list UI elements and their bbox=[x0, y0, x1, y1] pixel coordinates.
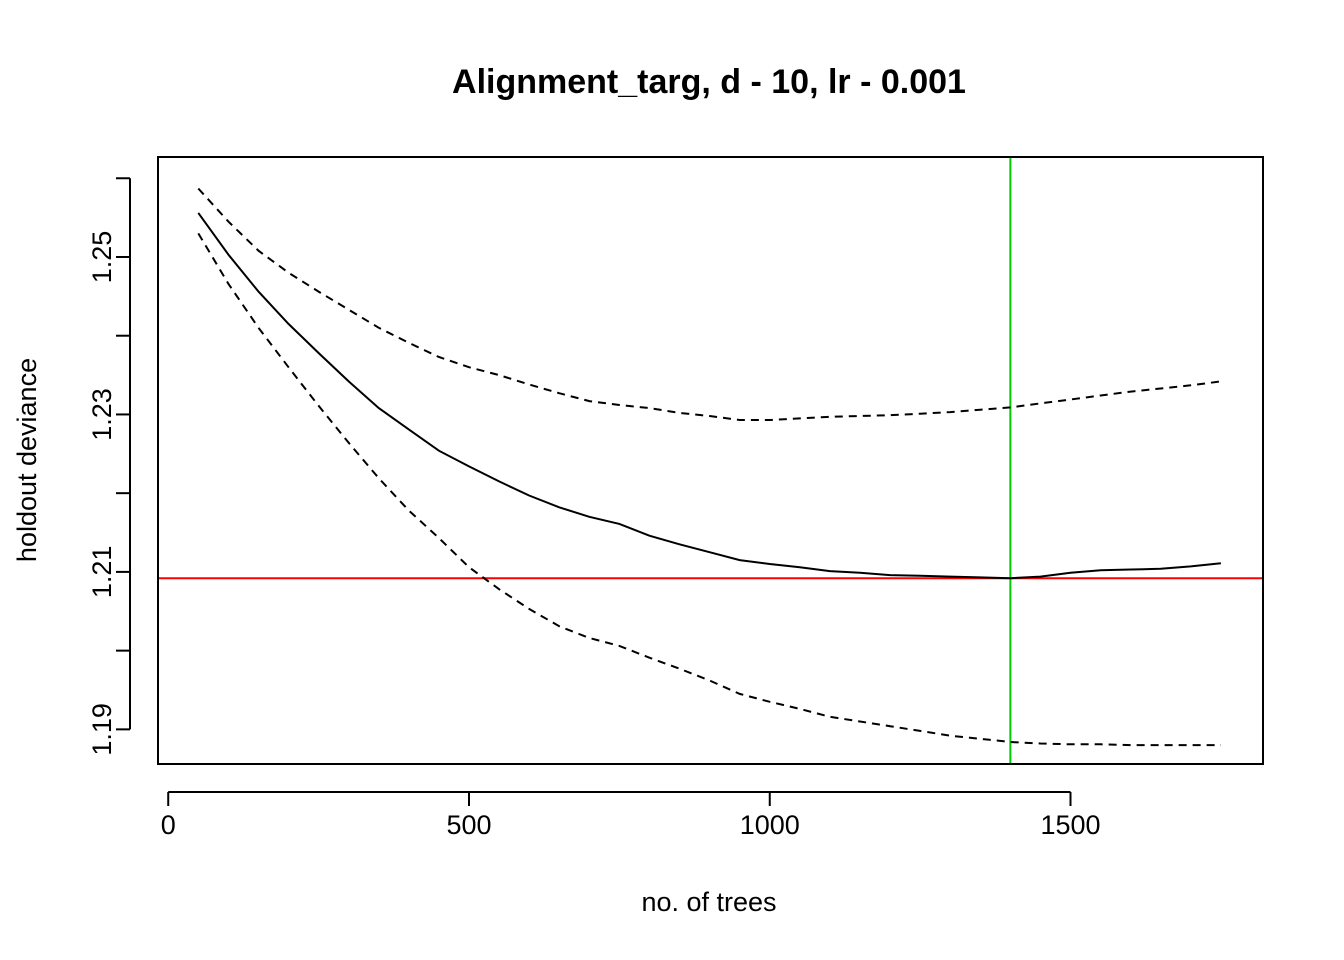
series-lines bbox=[197, 187, 1222, 747]
plot-frame bbox=[157, 156, 1264, 765]
x-tick-label: 1000 bbox=[740, 810, 800, 840]
series-line-2 bbox=[197, 187, 1222, 421]
y-tick-label: 1.21 bbox=[87, 546, 117, 599]
y-tick-label: 1.25 bbox=[87, 231, 117, 284]
x-tick-label: 0 bbox=[161, 810, 176, 840]
y-axis-label: holdout deviance bbox=[12, 358, 42, 562]
series-line-3 bbox=[197, 232, 1221, 747]
y-tick-label: 1.23 bbox=[87, 388, 117, 441]
x-tick-label: 1500 bbox=[1040, 810, 1100, 840]
axes: 0 500 1000 1500 1.19 1.21 1.23 1.25 bbox=[87, 177, 1101, 840]
y-tick-label: 1.19 bbox=[87, 703, 117, 756]
x-tick-label: 500 bbox=[446, 810, 491, 840]
reference-lines bbox=[158, 157, 1263, 764]
series-line-1 bbox=[197, 212, 1222, 580]
x-axis-label: no. of trees bbox=[641, 887, 776, 917]
chart-title: Alignment_targ, d - 10, lr - 0.001 bbox=[452, 63, 966, 101]
